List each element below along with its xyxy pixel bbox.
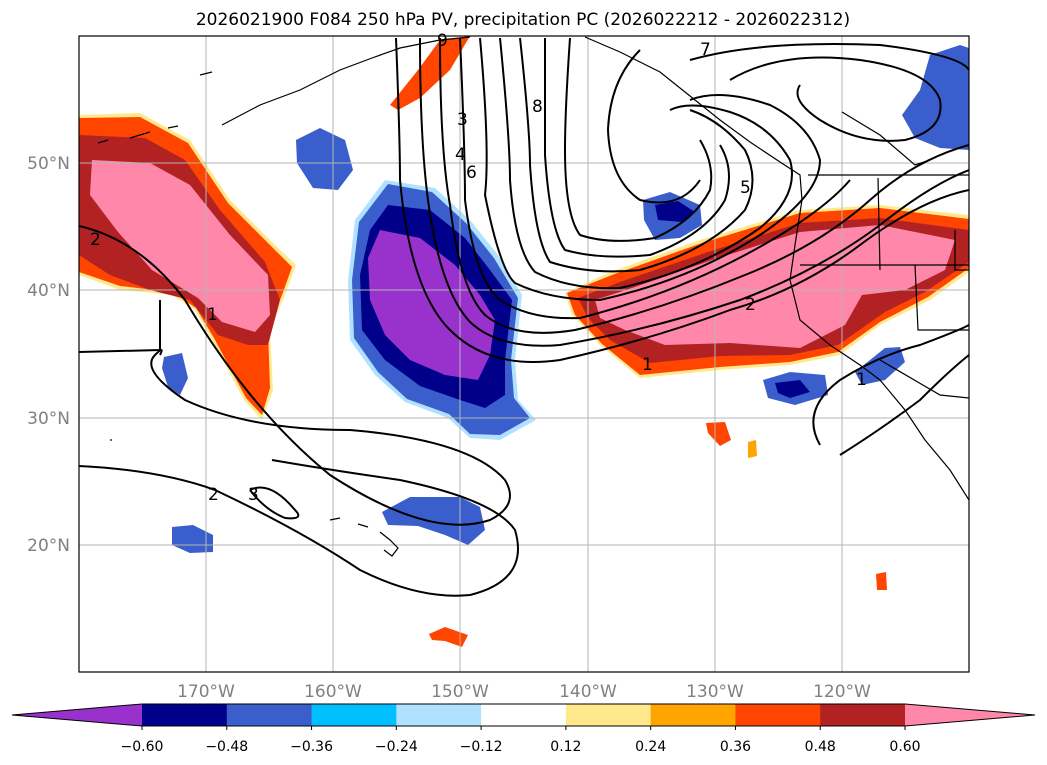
colorbar-extend-high: [905, 704, 1035, 726]
colorbar-tick-label: −0.24: [375, 739, 418, 755]
lat-tick-labels: 50°N 40°N 30°N 20°N: [27, 154, 70, 556]
precip-positive-west: [79, 113, 296, 420]
lon-tick-label: 150°W: [431, 682, 489, 702]
contour-label: 6: [466, 163, 477, 183]
precip-positive-small: [390, 36, 887, 647]
colorbar-segment: [820, 704, 906, 726]
contour-label: 8: [532, 97, 543, 117]
colorbar-tick-label: −0.60: [121, 739, 164, 755]
contour-label: 4: [455, 145, 466, 165]
colorbar-tick-label: 0.36: [720, 739, 751, 755]
map-frame: [78, 35, 970, 673]
contour-label: 2: [745, 295, 756, 315]
lon-tick-label: 170°W: [177, 682, 235, 702]
colorbar-tick-label: −0.36: [290, 739, 333, 755]
precip-negative-small: [162, 45, 969, 553]
lon-tick-label: 120°W: [813, 682, 871, 702]
gridlines: [79, 36, 969, 672]
pv-contours: [79, 37, 969, 597]
colorbar-tick-label: 0.48: [805, 739, 836, 755]
contour-label: 3: [457, 110, 468, 130]
colorbar-tick-label: −0.48: [205, 739, 248, 755]
contour-label: 1: [207, 305, 218, 325]
colorbar-segment: [226, 704, 313, 726]
contour-label: 3: [248, 485, 259, 505]
contour-label: 1: [856, 370, 867, 390]
colorbar-segment: [142, 704, 228, 726]
colorbar-segment: [565, 704, 652, 726]
colorbar-tick-label: 0.24: [635, 739, 666, 755]
lon-tick-label: 140°W: [559, 682, 617, 702]
colorbar-tick-label: 0.12: [550, 739, 581, 755]
lat-tick-label: 20°N: [27, 536, 70, 556]
colorbar-segment: [396, 704, 482, 726]
contour-label: 7: [700, 40, 711, 60]
lat-tick-label: 50°N: [27, 154, 70, 174]
figure-title: 2026021900 F084 250 hPa PV, precipitatio…: [196, 10, 850, 30]
pv-contour-labels: 1 2 2 3 3 4 5 6 7 8 9 1 2 1: [90, 31, 867, 505]
contour-label: 9: [437, 31, 448, 51]
lon-tick-label: 130°W: [686, 682, 744, 702]
lat-tick-label: 40°N: [27, 281, 70, 301]
contour-label: 1: [642, 355, 653, 375]
colorbar-segment: [481, 704, 567, 726]
contour-label: 5: [740, 178, 751, 198]
contour-label: 2: [90, 230, 101, 250]
colorbar-tick-label: 0.60: [889, 739, 920, 755]
colorbar-segment: [735, 704, 821, 726]
map-panel: 1 2 2 3 3 4 5 6 7 8 9 1 2 1: [78, 31, 970, 673]
contour-label: 2: [208, 485, 219, 505]
colorbar-tick-label: −0.12: [460, 739, 503, 755]
colorbar-tick-labels: −0.60 −0.48 −0.36 −0.24 −0.12 0.12 0.24 0.36 0.4…: [121, 726, 921, 755]
colorbar: [11, 703, 1036, 727]
lon-tick-labels: 170°W 160°W 150°W 140°W 130°W 120°W: [177, 682, 871, 702]
lon-tick-label: 160°W: [304, 682, 362, 702]
colorbar-extend-low: [12, 704, 142, 726]
lat-tick-label: 30°N: [27, 409, 70, 429]
colorbar-segment: [650, 704, 736, 726]
colorbar-segment: [311, 704, 397, 726]
